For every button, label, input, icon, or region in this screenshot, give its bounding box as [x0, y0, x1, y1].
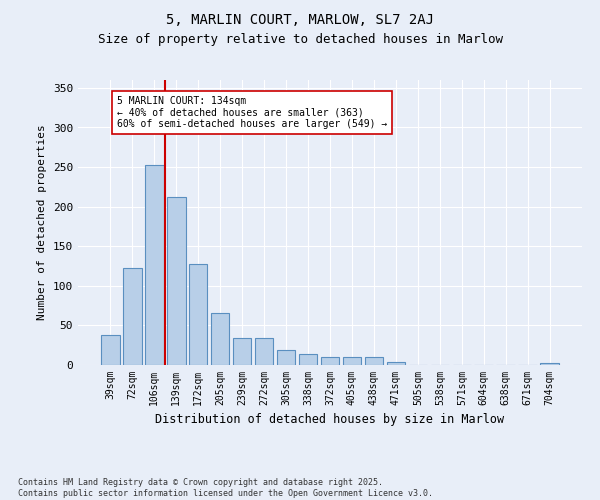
Text: 5 MARLIN COURT: 134sqm
← 40% of detached houses are smaller (363)
60% of semi-de: 5 MARLIN COURT: 134sqm ← 40% of detached…: [117, 96, 387, 129]
Y-axis label: Number of detached properties: Number of detached properties: [37, 124, 47, 320]
X-axis label: Distribution of detached houses by size in Marlow: Distribution of detached houses by size …: [155, 414, 505, 426]
Bar: [211, 313, 229, 365]
Bar: [167, 197, 185, 365]
Bar: [541, 362, 559, 365]
Bar: [189, 264, 208, 365]
Text: Contains HM Land Registry data © Crown copyright and database right 2025.
Contai: Contains HM Land Registry data © Crown c…: [18, 478, 433, 498]
Bar: [343, 357, 361, 365]
Bar: [365, 357, 383, 365]
Bar: [320, 357, 340, 365]
Bar: [101, 335, 119, 365]
Bar: [386, 362, 405, 365]
Bar: [233, 338, 251, 365]
Bar: [123, 268, 142, 365]
Bar: [145, 164, 164, 365]
Bar: [255, 338, 274, 365]
Text: 5, MARLIN COURT, MARLOW, SL7 2AJ: 5, MARLIN COURT, MARLOW, SL7 2AJ: [166, 12, 434, 26]
Bar: [299, 354, 317, 365]
Text: Size of property relative to detached houses in Marlow: Size of property relative to detached ho…: [97, 32, 503, 46]
Bar: [277, 350, 295, 365]
